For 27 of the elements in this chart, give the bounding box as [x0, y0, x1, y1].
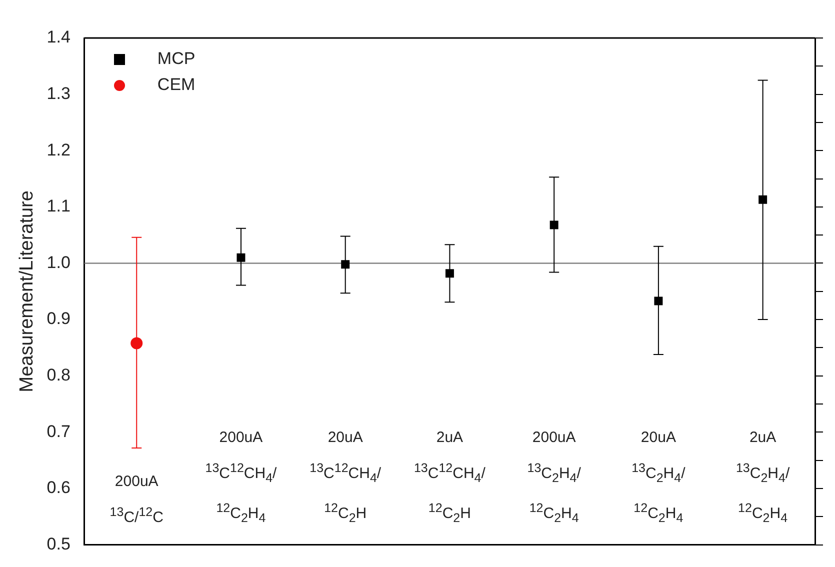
- y-tick-label: 1.4: [46, 28, 70, 47]
- point: [758, 195, 768, 204]
- category-label: 200uA $^{13}$C$^{12}$CH$_{4}$/ $^{12}$C$_{2}$H$_{4}$: [205, 428, 277, 525]
- point: [654, 296, 663, 306]
- point: [341, 260, 350, 269]
- category-label: 20uA $^{13}$C$_{2}$H$_{4}$/ $^{12}$C$_{2}$H$_{4}$: [632, 428, 686, 525]
- y-tick-label: 0.9: [46, 309, 70, 328]
- x-tick-label: 200uA $^{13}$C/$^{12}$C: [110, 472, 164, 528]
- y-tick-label: 0.7: [46, 422, 70, 441]
- y-tick-label: 0.8: [46, 366, 70, 385]
- y-tick-label: 0.5: [46, 534, 70, 554]
- legend-label: MCP: [157, 49, 196, 69]
- point: [130, 337, 143, 350]
- point: [445, 269, 454, 278]
- category-label: 200uA $^{13}$C$_{2}$H$_{4}$/ $^{12}$C$_{2}$H$_{4}$: [527, 428, 581, 525]
- y-tick-label: 1.1: [46, 196, 70, 216]
- category-label: 2uA $^{13}$C$_{2}$H$_{4}$/ $^{12}$C$_{2}$H$_{4}$: [736, 428, 790, 525]
- y-axis-title: Measurement/Literature: [16, 190, 38, 392]
- category-label: 20uA $^{13}$C$^{12}$CH$_{4}$/ $^{12}$C$_{2}$H: [310, 428, 382, 525]
- y-tick-label: 0.6: [46, 478, 70, 498]
- y-tick-label: 1.0: [46, 252, 70, 272]
- legend-label: CEM: [157, 75, 196, 95]
- y-tick-label: 1.2: [46, 140, 70, 160]
- category-label: 2uA $^{13}$C$^{12}$CH$_{4}$/ $^{12}$C$_{2}$H: [414, 428, 486, 525]
- point: [236, 253, 246, 262]
- point: [550, 220, 558, 230]
- y-tick-label: 1.3: [46, 84, 70, 103]
